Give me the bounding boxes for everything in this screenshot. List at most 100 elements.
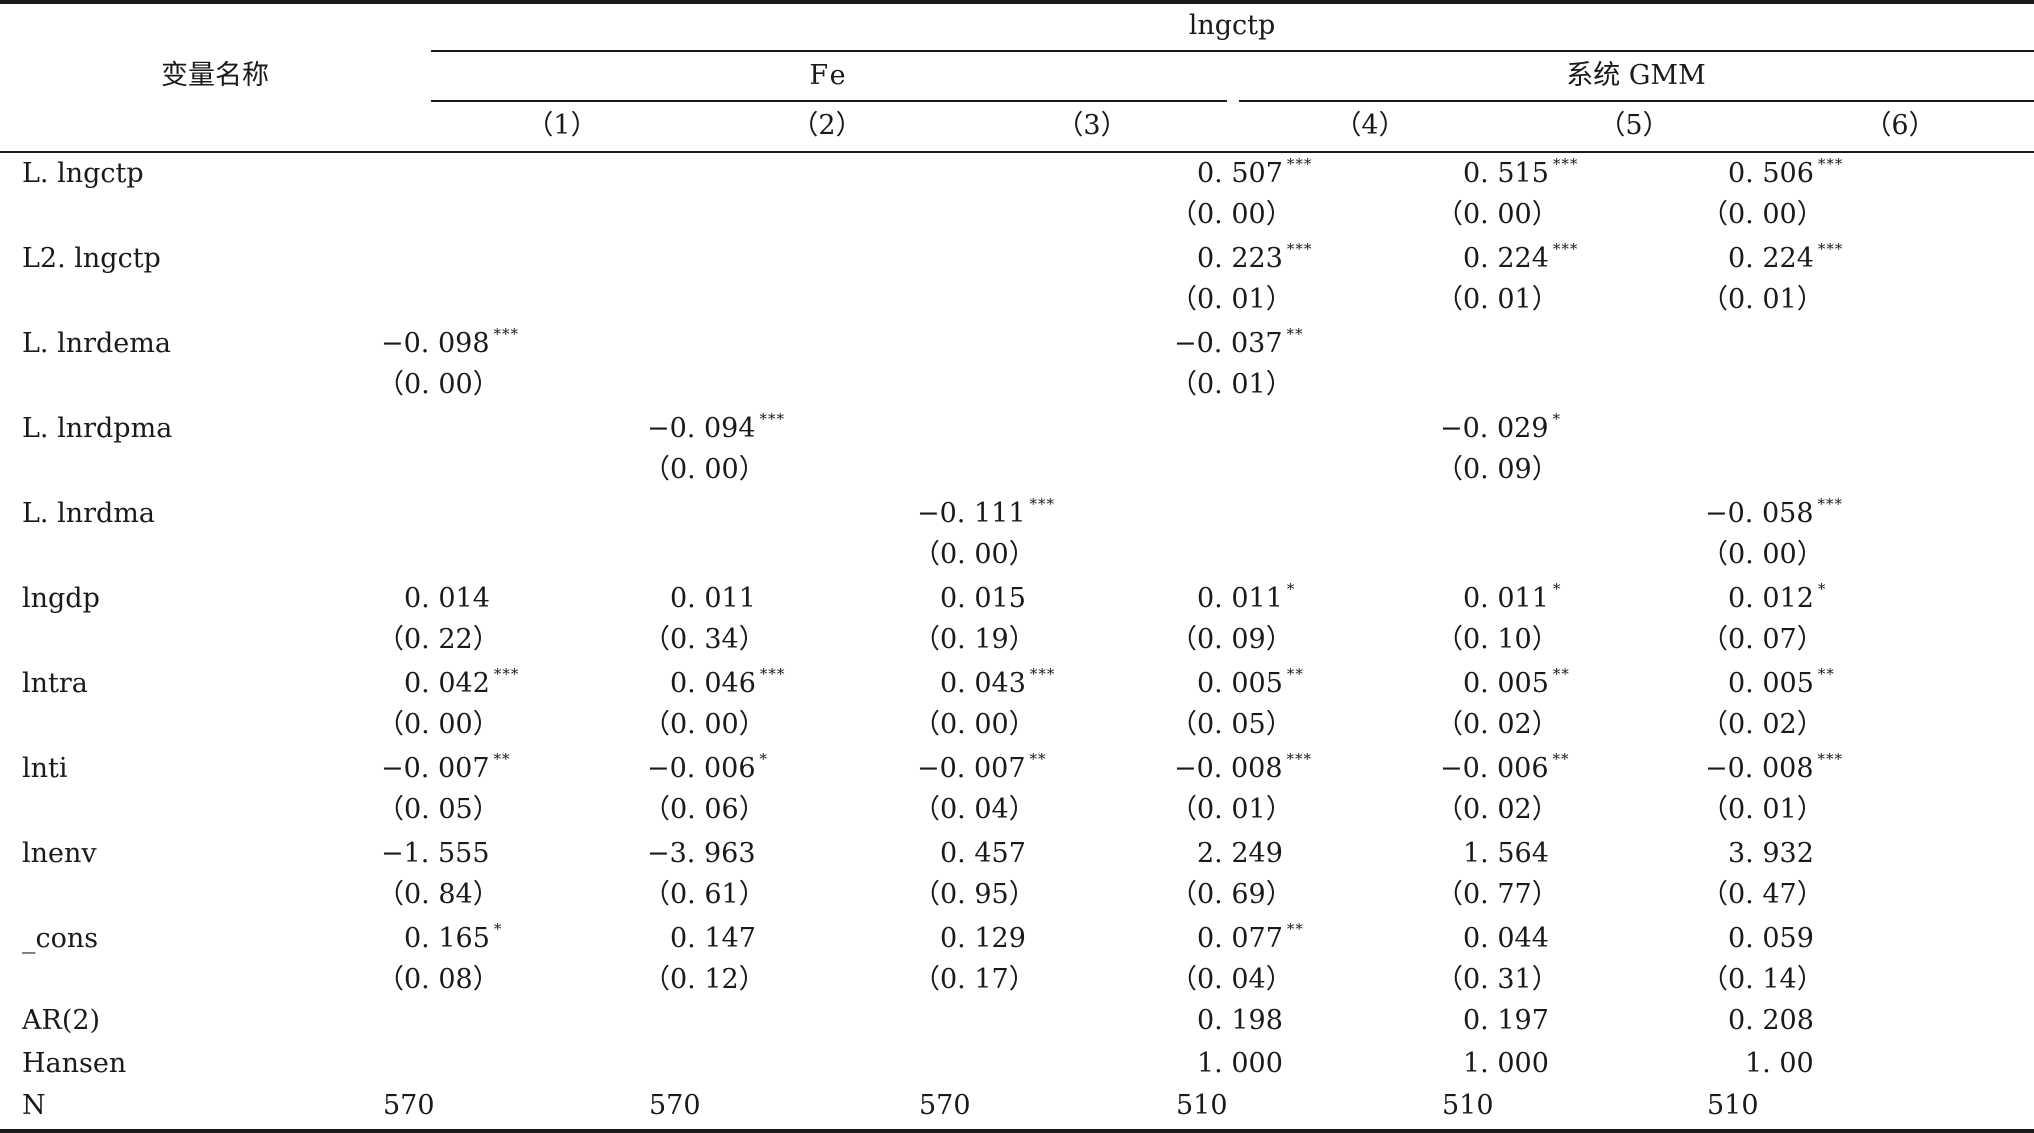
coefficient-value: −0. 058 xyxy=(1705,498,1814,529)
significance-stars: * xyxy=(1817,580,1827,598)
p-value-cell: （0. 00） xyxy=(643,454,766,485)
coefficient-value: 0. 005 xyxy=(1728,668,1814,699)
p-value-cell: （0. 01） xyxy=(1436,284,1559,315)
significance-stars: ** xyxy=(1286,665,1304,683)
coefficient-value: 0. 506 xyxy=(1728,158,1814,189)
header-bottom-rule xyxy=(0,151,2034,153)
column-header-4: （4） xyxy=(1334,110,1406,141)
p-value-cell: （0. 95） xyxy=(913,879,1036,910)
coefficient-value: 0. 015 xyxy=(940,583,1026,614)
significance-stars: *** xyxy=(1817,495,1844,513)
significance-stars: ** xyxy=(1286,325,1304,343)
significance-stars: *** xyxy=(1029,665,1056,683)
p-value-cell: （0. 02） xyxy=(1701,709,1824,740)
coefficient-value: 0. 046 xyxy=(670,668,756,699)
coefficient-value: −0. 098 xyxy=(381,328,490,359)
p-value-cell: （0. 84） xyxy=(377,879,500,910)
stat-value: 0. 197 xyxy=(1463,1005,1549,1036)
coefficient-value: 2. 249 xyxy=(1197,838,1283,869)
row-label: _cons xyxy=(22,923,99,954)
significance-stars: ** xyxy=(1286,920,1304,938)
p-value-cell: （0. 09） xyxy=(1170,624,1293,655)
coefficient-cell: 1. 564 xyxy=(1463,838,1549,870)
coefficient-value: 0. 014 xyxy=(404,583,490,614)
significance-stars: ** xyxy=(1029,750,1047,768)
p-value-cell: （0. 05） xyxy=(377,794,500,825)
column-header-6: （6） xyxy=(1864,110,1936,141)
p-value-cell: （0. 02） xyxy=(1436,794,1559,825)
stat-value: 510 xyxy=(1442,1090,1494,1121)
coefficient-cell: −0. 111 *** xyxy=(917,495,1055,533)
p-value-cell: （0. 69） xyxy=(1170,879,1293,910)
coefficient-value: −0. 008 xyxy=(1705,753,1814,784)
p-value-cell: （0. 34） xyxy=(643,624,766,655)
coefficient-cell: 0. 165 * xyxy=(404,920,502,958)
coefficient-cell: −0. 094 *** xyxy=(647,410,785,448)
p-value-cell: （0. 06） xyxy=(643,794,766,825)
coefficient-value: 0. 012 xyxy=(1728,583,1814,614)
p-value-cell: （0. 47） xyxy=(1701,879,1824,910)
row-label: L2. lngctp xyxy=(22,243,161,274)
coefficient-value: 0. 011 xyxy=(670,583,756,614)
bottom-rule xyxy=(0,1129,2034,1133)
p-value-cell: （0. 00） xyxy=(1170,199,1293,230)
p-value-cell: （0. 02） xyxy=(1436,709,1559,740)
row-label: lngdp xyxy=(22,583,100,614)
p-value-cell: （0. 12） xyxy=(643,964,766,995)
p-value-cell: （0. 04） xyxy=(913,794,1036,825)
coefficient-value: 0. 077 xyxy=(1197,923,1283,954)
coefficient-cell: −0. 058 *** xyxy=(1705,495,1844,533)
coefficient-cell: −0. 007 ** xyxy=(917,750,1047,788)
stat-value: 1. 00 xyxy=(1745,1048,1814,1079)
coefficient-cell: 3. 932 xyxy=(1728,838,1814,870)
significance-stars: *** xyxy=(1286,750,1313,768)
significance-stars: *** xyxy=(1817,750,1844,768)
significance-stars: ** xyxy=(1817,665,1835,683)
coefficient-value: 0. 165 xyxy=(404,923,490,954)
coefficient-value: 0. 224 xyxy=(1728,243,1814,274)
p-value-cell: （0. 00） xyxy=(913,539,1036,570)
p-value-cell: （0. 19） xyxy=(913,624,1036,655)
stat-label: AR(2) xyxy=(22,1005,101,1036)
gmm-group-rule xyxy=(1239,100,2034,102)
coefficient-value: 0. 507 xyxy=(1197,158,1283,189)
coefficient-value: 0. 005 xyxy=(1463,668,1549,699)
significance-stars: *** xyxy=(1552,155,1579,173)
coefficient-value: 0. 011 xyxy=(1463,583,1549,614)
column-header-2: （2） xyxy=(791,110,863,141)
significance-stars: * xyxy=(1552,580,1562,598)
coefficient-value: 0. 044 xyxy=(1463,923,1549,954)
fe-group-header: Fe xyxy=(809,60,849,91)
coefficient-value: 0. 457 xyxy=(940,838,1026,869)
coefficient-value: −0. 006 xyxy=(1440,753,1549,784)
coefficient-cell: 0. 005 ** xyxy=(1197,665,1304,703)
coefficient-cell: 0. 129 xyxy=(940,923,1026,955)
coefficient-cell: −0. 029 * xyxy=(1440,410,1561,448)
coefficient-cell: 0. 147 xyxy=(670,923,756,955)
significance-stars: *** xyxy=(1817,155,1844,173)
significance-stars: ** xyxy=(1552,665,1570,683)
coefficient-value: −0. 037 xyxy=(1174,328,1283,359)
coefficient-cell: −0. 008 *** xyxy=(1705,750,1844,788)
coefficient-value: 0. 515 xyxy=(1463,158,1549,189)
stat-value: 1. 000 xyxy=(1197,1048,1283,1079)
coefficient-value: 0. 042 xyxy=(404,668,490,699)
coefficient-cell: 0. 515 *** xyxy=(1463,155,1579,193)
p-value-cell: （0. 00） xyxy=(643,709,766,740)
coefficient-cell: 0. 044 xyxy=(1463,923,1549,955)
coefficient-cell: −0. 007 ** xyxy=(381,750,511,788)
coefficient-cell: 0. 457 xyxy=(940,838,1026,870)
coefficient-cell: −0. 008 *** xyxy=(1174,750,1313,788)
coefficient-value: 0. 223 xyxy=(1197,243,1283,274)
significance-stars: *** xyxy=(1286,240,1313,258)
coefficient-value: 0. 005 xyxy=(1197,668,1283,699)
coefficient-cell: 0. 507 *** xyxy=(1197,155,1312,193)
p-value-cell: （0. 08） xyxy=(377,964,500,995)
coefficient-cell: 0. 014 xyxy=(404,583,490,615)
p-value-cell: （0. 00） xyxy=(1701,539,1824,570)
coefficient-value: 0. 129 xyxy=(940,923,1026,954)
coefficient-value: 0. 043 xyxy=(940,668,1026,699)
p-value-cell: （0. 01） xyxy=(1701,794,1824,825)
coefficient-value: −0. 007 xyxy=(381,753,490,784)
